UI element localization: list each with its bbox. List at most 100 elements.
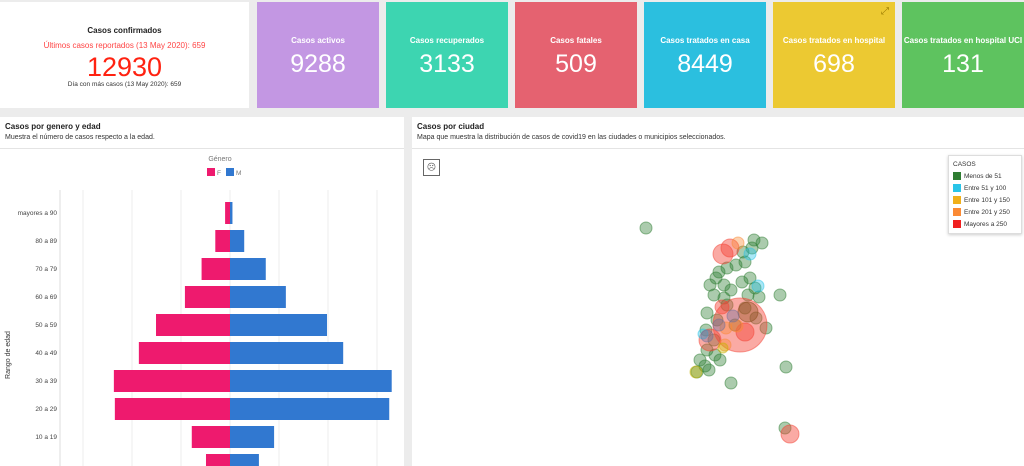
city-bubble[interactable]: [779, 360, 793, 374]
card-title: Casos fatales: [550, 36, 602, 45]
legend-label: Entre 201 y 250: [964, 208, 1010, 216]
legend-swatch-f: [207, 168, 215, 176]
legend-item: Menos de 51: [953, 172, 1017, 180]
city-bubble[interactable]: [639, 221, 653, 235]
city-bubble[interactable]: [697, 328, 709, 340]
legend-title: Género: [208, 156, 231, 163]
city-bubble[interactable]: [720, 298, 734, 312]
tick-label: 40 a 49: [35, 350, 57, 357]
city-bubble[interactable]: [719, 321, 733, 335]
bar-m[interactable]: [230, 202, 233, 224]
bar-m[interactable]: [230, 258, 266, 280]
city-bubble[interactable]: [738, 255, 752, 269]
card-title: Casos recuperados: [409, 36, 485, 45]
tick-label: 20 a 29: [35, 406, 57, 413]
gender-age-panel: Casos por genero y edad Muestra el número…: [0, 117, 404, 466]
bar-m[interactable]: [230, 342, 344, 364]
tick-label: mayores a 90: [18, 210, 58, 217]
city-bubble[interactable]: [737, 301, 759, 323]
city-bubble[interactable]: [717, 278, 731, 292]
city-bubble[interactable]: [780, 424, 800, 444]
bar-f[interactable]: [156, 314, 230, 336]
bar-f[interactable]: [225, 202, 230, 224]
bar-f[interactable]: [184, 286, 230, 308]
bar-m[interactable]: [230, 230, 245, 252]
bar-f[interactable]: [113, 370, 230, 392]
city-bubble[interactable]: [731, 236, 745, 250]
card-casos-recuperados: Casos recuperados 3133: [386, 2, 508, 108]
city-bubble[interactable]: [717, 342, 729, 354]
city-bubble-map[interactable]: [412, 150, 1024, 466]
city-bubble[interactable]: [720, 261, 734, 275]
bar-f[interactable]: [191, 426, 230, 448]
legend-label: Entre 101 y 150: [964, 196, 1010, 204]
expand-icon[interactable]: ⤢: [881, 6, 889, 17]
bar-f[interactable]: [114, 398, 230, 420]
city-bubble[interactable]: [726, 309, 740, 323]
legend-swatch: [953, 196, 961, 204]
city-bubble[interactable]: [773, 288, 787, 302]
legend-title: CASOS: [953, 161, 976, 168]
city-bubble[interactable]: [702, 363, 716, 377]
tick-label: 50 a 59: [35, 322, 57, 329]
card-casos-fatales: Casos fatales 509: [515, 2, 637, 108]
city-bubble[interactable]: [747, 233, 761, 247]
card-value: 12930: [86, 52, 163, 82]
city-bubble[interactable]: [720, 238, 740, 258]
panel-title: Casos por genero y edad: [5, 122, 101, 131]
card-subtitle: Últimos casos reportados (13 May 2020): …: [43, 41, 206, 50]
bar-f[interactable]: [138, 342, 230, 364]
city-bubble[interactable]: [743, 247, 757, 261]
legend-item: Entre 101 y 150: [953, 196, 1017, 204]
bar-m[interactable]: [230, 398, 390, 420]
city-bubble[interactable]: [713, 353, 727, 367]
city-bubble[interactable]: [700, 306, 714, 320]
city-bubble[interactable]: [700, 343, 714, 357]
city-bubble[interactable]: [751, 279, 765, 293]
bar-f[interactable]: [201, 258, 230, 280]
panel-subtitle: Mapa que muestra la distribución de caso…: [417, 134, 726, 141]
legend-swatch: [953, 220, 961, 228]
city-bubble[interactable]: [759, 321, 773, 335]
legend-label-f[interactable]: F: [217, 170, 221, 177]
panel-title: Casos por ciudad: [417, 122, 485, 131]
card-footer: Día con más casos (13 May 2020): 659: [67, 81, 182, 88]
city-bubble[interactable]: [712, 265, 726, 279]
card-title: Casos confirmados: [87, 26, 162, 35]
card-title: Casos activos: [291, 36, 345, 45]
city-bubble[interactable]: [707, 333, 721, 347]
card-value: 131: [942, 50, 984, 78]
bar-m[interactable]: [230, 314, 328, 336]
city-bubble[interactable]: [708, 348, 722, 362]
population-pyramid-chart: Género F M Rango de edad mayores a 90 80 …: [5, 156, 392, 466]
bar-m[interactable]: [230, 370, 392, 392]
city-bubble[interactable]: [700, 329, 714, 343]
tick-label: 30 a 39: [35, 378, 57, 385]
city-bubble[interactable]: [752, 290, 766, 304]
bar-m[interactable]: [230, 454, 259, 466]
city-bubble[interactable]: [724, 376, 738, 390]
city-bubble[interactable]: [735, 275, 749, 289]
card-value: 9288: [290, 50, 346, 78]
city-bubble[interactable]: [707, 288, 721, 302]
city-bubble[interactable]: [712, 318, 726, 332]
bar-m[interactable]: [230, 426, 275, 448]
card-value: 3133: [419, 50, 475, 78]
bar-f[interactable]: [215, 230, 230, 252]
bar-m[interactable]: [230, 286, 286, 308]
legend-swatch-m: [226, 168, 234, 176]
city-map-panel: Casos por ciudad Mapa que muestra la dist…: [412, 117, 1024, 466]
legend-item: Entre 201 y 250: [953, 208, 1017, 216]
city-bubble[interactable]: [689, 365, 703, 379]
card-value: 698: [813, 50, 855, 78]
bar-f[interactable]: [205, 454, 230, 466]
tick-label: 10 a 19: [35, 434, 57, 441]
city-bubble[interactable]: [714, 299, 730, 315]
legend-swatch: [953, 184, 961, 192]
tick-label: 70 a 79: [35, 266, 57, 273]
sad-face-icon[interactable]: ☹: [423, 159, 440, 176]
card-casos-activos: Casos activos 9288: [257, 2, 379, 108]
card-title: Casos tratados en hospital: [782, 36, 886, 45]
legend-label-m[interactable]: M: [236, 170, 241, 177]
card-casos-casa: Casos tratados en casa 8449: [644, 2, 766, 108]
